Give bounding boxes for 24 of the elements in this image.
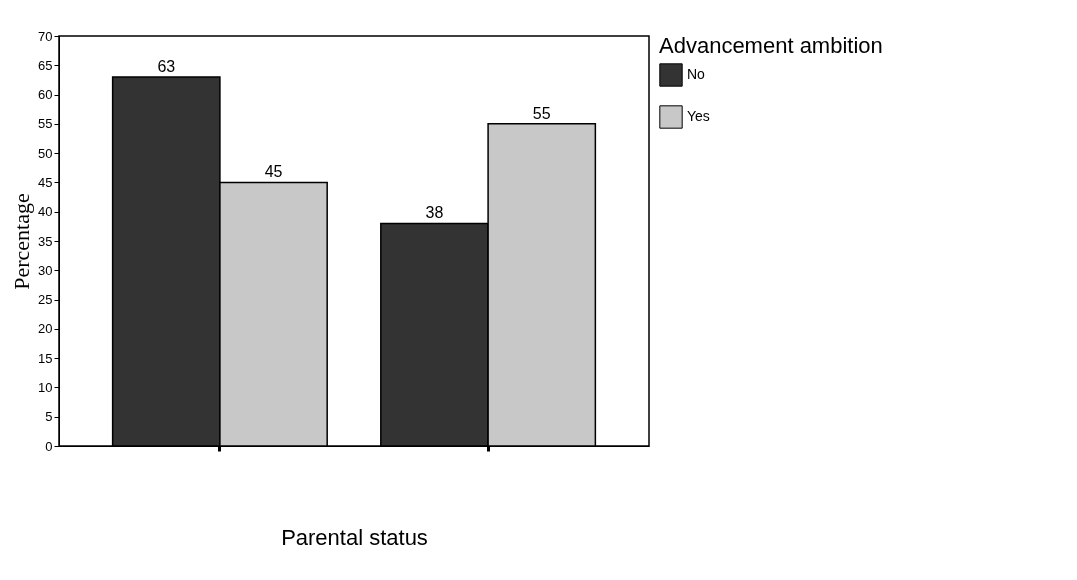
- y-tick-label: 0: [45, 438, 53, 454]
- y-tick-label: 5: [45, 409, 53, 425]
- data-label: 38: [425, 204, 444, 222]
- y-tick-label: 40: [38, 204, 53, 220]
- legend-label: No: [687, 66, 706, 82]
- legend-label: Yes: [687, 108, 710, 124]
- y-tick-label: 70: [38, 28, 53, 44]
- y-tick-label: 45: [38, 174, 53, 190]
- y-tick-label: 60: [38, 87, 53, 103]
- legend-title: Advancement ambition: [659, 33, 883, 58]
- y-tick-label: 15: [38, 350, 53, 366]
- y-tick-label: 30: [38, 262, 53, 278]
- x-axis-title: Parental status: [281, 524, 428, 550]
- y-tick-label: 65: [38, 57, 53, 73]
- y-tick-label: 55: [38, 116, 53, 132]
- y-tick-label: 50: [38, 145, 53, 161]
- y-axis-title: Percentage: [9, 193, 35, 290]
- data-label: 45: [264, 163, 283, 181]
- y-tick-label: 25: [38, 292, 53, 308]
- data-label: 55: [532, 104, 551, 122]
- data-label: 63: [157, 58, 176, 75]
- y-tick-label: 35: [38, 233, 53, 249]
- y-tick-label: 20: [38, 321, 53, 337]
- y-tick-label: 10: [38, 379, 53, 395]
